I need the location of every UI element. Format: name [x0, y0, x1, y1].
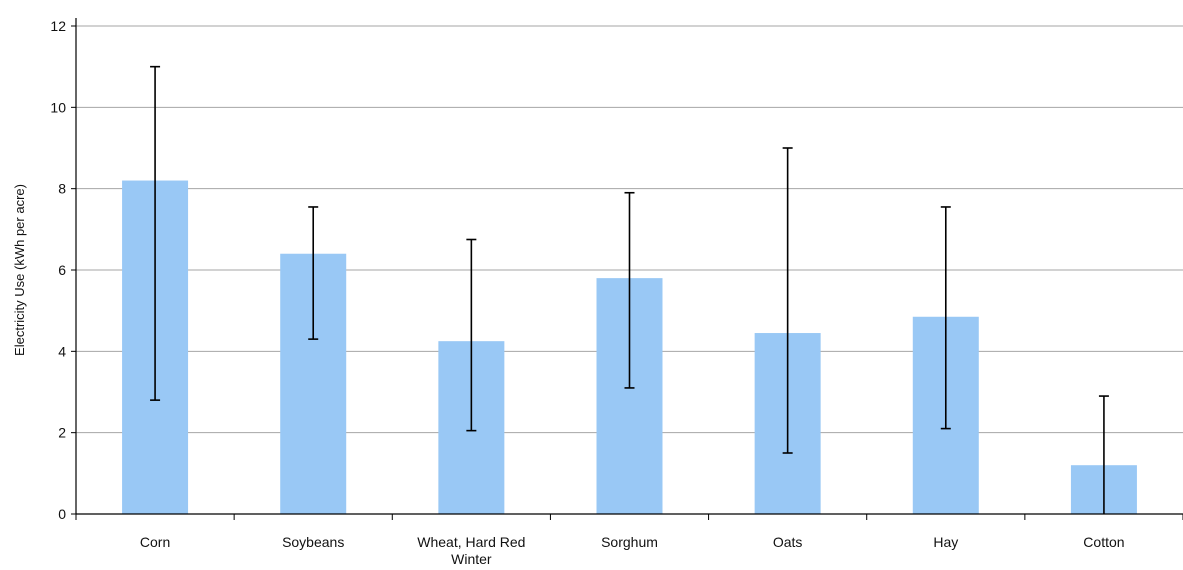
- x-tick-label: Cotton: [1083, 534, 1124, 550]
- y-tick-label: 6: [58, 262, 66, 278]
- y-tick-label: 12: [50, 18, 66, 34]
- y-tick-labels: 0 2 4 6 8 10 12: [50, 18, 66, 522]
- error-bar: [1098, 395, 1109, 514]
- x-tick-label: Corn: [140, 534, 170, 550]
- error-bar: [940, 206, 951, 430]
- error-bar: [308, 206, 319, 340]
- x-tick-label: Oats: [773, 534, 803, 550]
- error-bar: [624, 191, 635, 389]
- axes: [71, 18, 1183, 520]
- y-tick-label: 10: [50, 99, 66, 115]
- x-tick-label: Hay: [933, 534, 958, 550]
- error-bar: [782, 147, 793, 454]
- y-tick-label: 4: [58, 343, 66, 359]
- y-tick-label: 8: [58, 181, 66, 197]
- error-bars: [150, 65, 1109, 514]
- x-tick-label: Soybeans: [282, 534, 344, 550]
- y-axis-title: Electricity Use (kWh per acre): [12, 184, 27, 356]
- x-tick-label: Wheat, Hard Red Winter: [417, 534, 525, 567]
- error-bar: [466, 238, 477, 432]
- y-tick-label: 2: [58, 425, 66, 441]
- y-tick-label: 0: [58, 506, 66, 522]
- error-bar: [150, 65, 161, 401]
- x-tick-labels: Corn Soybeans Wheat, Hard Red Winter Sorghum…: [140, 534, 1125, 567]
- x-tick-label: Sorghum: [601, 534, 658, 550]
